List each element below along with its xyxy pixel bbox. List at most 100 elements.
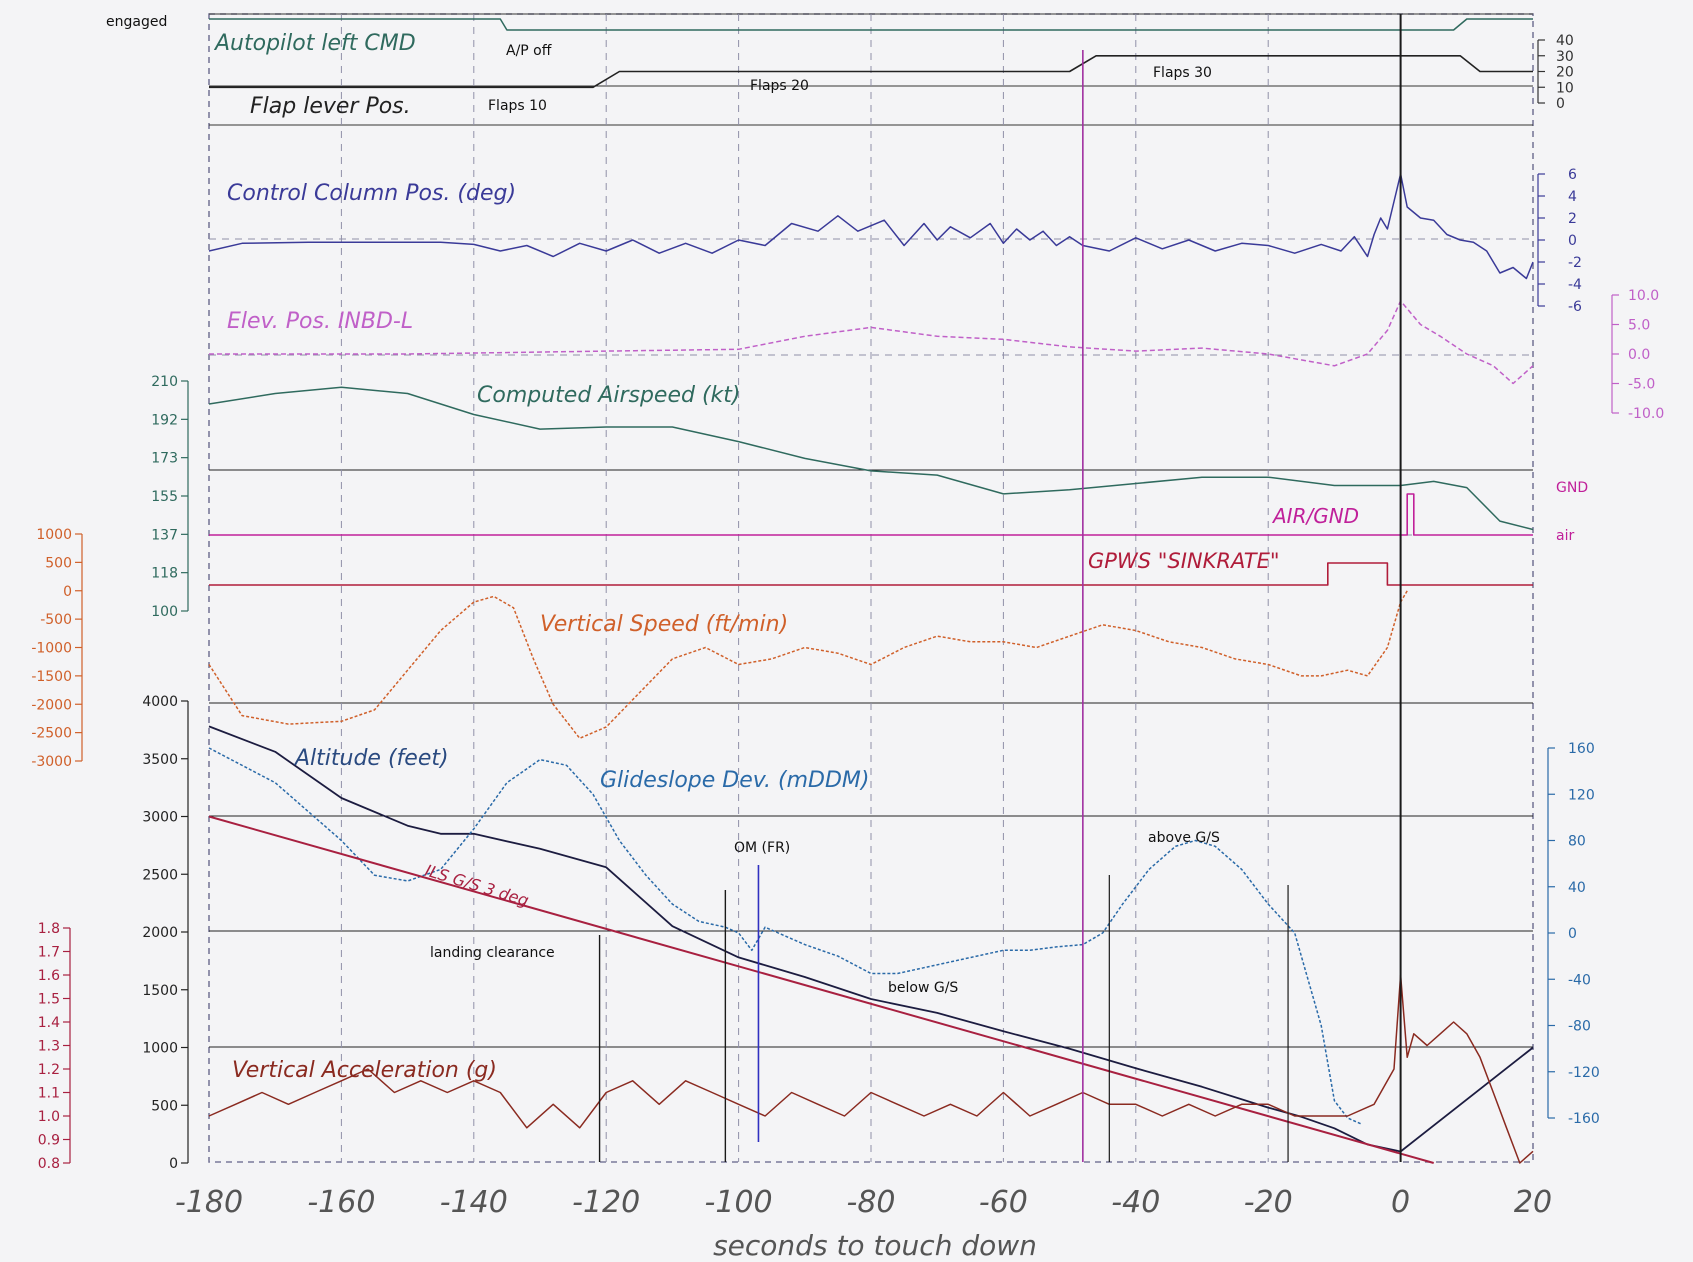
airgnd-label: AIR/GND (1271, 504, 1359, 528)
vacc-series-line (208, 974, 1534, 1164)
ils-series-line (208, 815, 1434, 1164)
flaps-tick-label-2: 20 (1556, 65, 1574, 81)
elevator-tick-label-2: 0.0 (1628, 347, 1650, 363)
flaps-tick-label-3: 10 (1556, 80, 1574, 96)
x-tick-label-6: -60 (979, 1185, 1028, 1220)
vacc-tick-label-7: 1.1 (38, 1086, 60, 1102)
altitude-axis: 4000 3500 3000 2500 2000 1500 1000 500 0 (142, 694, 189, 1172)
flaps-tick-label-1: 30 (1556, 49, 1574, 65)
column-tick-label-3: 0 (1568, 233, 1577, 249)
altitude-tick-label-3: 2500 (142, 867, 178, 883)
vacc-tick-label-4: 1.4 (38, 1015, 60, 1031)
altitude-tick-label-1: 3500 (142, 752, 178, 768)
x-tick-label-3: -120 (572, 1185, 640, 1220)
glideslope-tick-label-3: 40 (1568, 880, 1586, 896)
air-label: air (1556, 528, 1574, 544)
altitude-tick-label-6: 1000 (142, 1041, 178, 1057)
gnd-label: GND (1556, 480, 1588, 496)
flap-lever-label: Flap lever Pos. (250, 94, 411, 119)
vspeed-label: Vertical Speed (ft/min) (540, 612, 788, 637)
altitude-tick-label-0: 4000 (142, 694, 178, 710)
airspeed-series-line (208, 386, 1534, 531)
vspeed-tick-label-6: -2000 (31, 697, 72, 713)
gpws-label: GPWS "SINKRATE" (1088, 549, 1280, 573)
elevator-tick-label-1: 5.0 (1628, 318, 1650, 334)
above-gs-label: above G/S (1148, 830, 1220, 846)
airspeed-tick-label-5: 118 (151, 566, 178, 582)
x-tick-label-0: -180 (175, 1185, 243, 1220)
vspeed-tick-label-1: 500 (45, 555, 72, 571)
x-tick-label-4: -100 (705, 1185, 773, 1220)
x-axis-title: seconds to touch down (713, 1229, 1037, 1262)
vacc-tick-label-8: 1.0 (38, 1109, 60, 1125)
vacc-tick-label-0: 1.8 (38, 921, 60, 937)
series-lines (208, 14, 1534, 1164)
y-axes: 4030201006420-2-4-610.05.00.0-5.0-10.021… (31, 33, 1664, 1172)
x-tick-label-10: 20 (1514, 1185, 1552, 1220)
flaps10-label: Flaps 10 (488, 98, 547, 114)
glideslope-label: Glideslope Dev. (mDDM) (600, 768, 869, 793)
autopilot-label: Autopilot left CMD (213, 31, 416, 56)
column-label: Control Column Pos. (deg) (227, 181, 516, 206)
airspeed-tick-label-6: 100 (151, 604, 178, 620)
x-tick-label-1: -160 (307, 1185, 375, 1220)
x-axis: -180 -160 -140 -120 -100 -80 -60 -40 -20 0 20 seco… (175, 1185, 1552, 1262)
glideslope-tick-label-1: 120 (1568, 787, 1595, 803)
column-tick-label-5: -4 (1568, 277, 1582, 293)
airspeed-tick-label-1: 192 (151, 412, 178, 428)
elevator-tick-label-3: -5.0 (1628, 377, 1655, 393)
vspeed-tick-label-3: -500 (40, 612, 72, 628)
airspeed-axis: 210 192 173 155 137 118 100 (151, 374, 189, 620)
vspeed-tick-label-0: 1000 (36, 527, 72, 543)
flaps20-label: Flaps 20 (750, 78, 809, 94)
glideslope-tick-label-6: -80 (1568, 1019, 1591, 1035)
vspeed-series-line (208, 590, 1408, 740)
column-series-line (208, 173, 1534, 280)
column-tick-label-0: 6 (1568, 167, 1577, 183)
engaged-label: engaged (106, 14, 167, 30)
vacc-tick-label-5: 1.3 (38, 1039, 60, 1055)
vacc-tick-label-1: 1.7 (38, 945, 60, 961)
vspeed-tick-label-2: 0 (63, 584, 72, 600)
airspeed-tick-label-0: 210 (151, 374, 178, 390)
glideslope-tick-label-0: 160 (1568, 741, 1595, 757)
ils-label: ILS G/S 3 deg (423, 861, 531, 911)
column-tick-label-6: -6 (1568, 299, 1582, 315)
column-tick-label-1: 4 (1568, 189, 1577, 205)
glideslope-tick-label-8: -160 (1568, 1111, 1600, 1127)
column-tick-label-2: 2 (1568, 211, 1577, 227)
glideslope-axis: 160 120 80 40 0 -40 -80 -120 -160 (1547, 741, 1600, 1127)
vacc-tick-label-10: 0.8 (38, 1156, 60, 1172)
airspeed-tick-label-4: 137 (151, 527, 178, 543)
airgnd-series-line (209, 493, 1533, 536)
altitude-tick-label-2: 3000 (142, 810, 178, 826)
vacc-label: Vertical Acceleration (g) (232, 1058, 497, 1083)
vspeed-tick-label-7: -2500 (31, 726, 72, 742)
vspeed-tick-label-8: -3000 (31, 754, 72, 770)
altitude-tick-label-5: 1500 (142, 983, 178, 999)
autopilot-series-line (209, 18, 1533, 31)
flaps-tick-label-0: 40 (1556, 33, 1574, 49)
x-tick-label-7: -40 (1111, 1185, 1160, 1220)
altitude-series-line (208, 725, 1534, 1153)
elevator-series-line (209, 300, 1534, 385)
landing-clearance-label: landing clearance (430, 945, 555, 961)
vacc-tick-label-6: 1.2 (38, 1062, 60, 1078)
below-gs-label: below G/S (888, 980, 958, 996)
airspeed-tick-label-3: 155 (151, 489, 178, 505)
ap-off-label: A/P off (506, 43, 552, 59)
column-axis: 6 4 2 0 -2 -4 -6 (1537, 167, 1582, 315)
airspeed-label: Computed Airspeed (kt) (477, 383, 740, 408)
vspeed-tick-label-4: -1000 (31, 641, 72, 657)
altitude-label: Altitude (feet) (293, 746, 449, 771)
glideslope-tick-label-4: 0 (1568, 926, 1577, 942)
elevator-tick-label-4: -10.0 (1628, 406, 1664, 422)
om-label: OM (FR) (734, 840, 790, 856)
vspeed-axis: 1000 500 0 -500 -1000 -1500 -2000 -2500 -3000 (31, 527, 83, 770)
altitude-tick-label-7: 500 (151, 1098, 178, 1114)
vacc-tick-label-3: 1.5 (38, 992, 60, 1008)
x-tick-label-8: -20 (1244, 1185, 1293, 1220)
vspeed-tick-label-5: -1500 (31, 669, 72, 685)
